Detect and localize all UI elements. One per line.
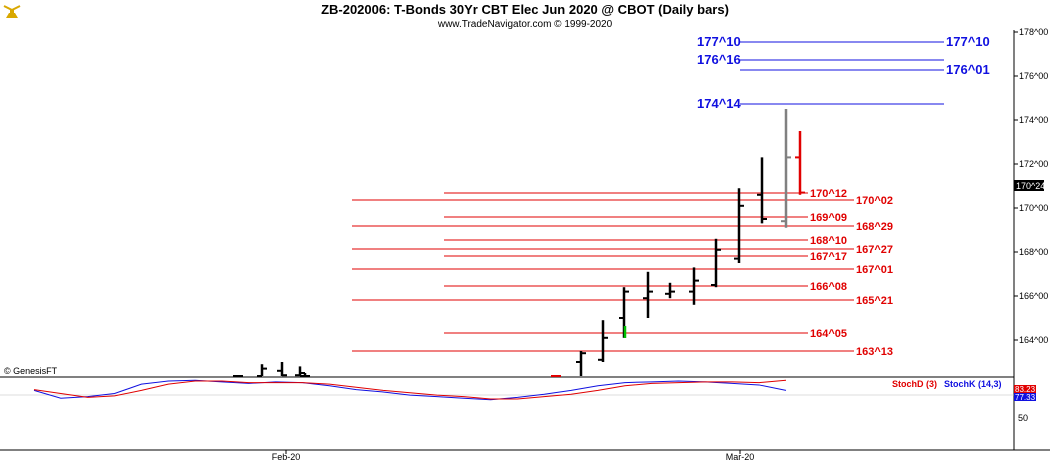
date-tick-label: Feb-20 xyxy=(272,452,301,462)
stochk-label: StochK (14,3) xyxy=(944,379,1002,389)
price-level-label: 163^13 xyxy=(856,346,893,358)
price-level-label: 167^17 xyxy=(810,251,847,263)
price-level-label: 166^08 xyxy=(810,281,847,293)
stochk-value-badge xyxy=(1014,393,1036,401)
date-tick-label: Mar-20 xyxy=(726,452,755,462)
stochd-line xyxy=(33,379,787,400)
price-level-label: 177^10 xyxy=(946,34,990,49)
price-level-label: 167^27 xyxy=(856,244,893,256)
price-tick-label: 178^00 xyxy=(1019,27,1048,37)
stochd-value-badge xyxy=(1014,385,1036,393)
price-level-label: 174^14 xyxy=(697,96,742,111)
genesis-watermark: © GenesisFT xyxy=(4,366,58,376)
indicator-tick-50: 50 xyxy=(1018,413,1028,423)
price-tick-label: 166^00 xyxy=(1019,291,1048,301)
price-level-label: 168^10 xyxy=(810,235,847,247)
last-price-value: 170^24 xyxy=(1016,181,1045,191)
price-level-label: 170^02 xyxy=(856,195,893,207)
price-tick-label: 170^00 xyxy=(1019,203,1048,213)
price-tick-label: 174^00 xyxy=(1019,115,1048,125)
stochk-line xyxy=(33,379,787,401)
chart-subtitle: www.TradeNavigator.com © 1999-2020 xyxy=(437,19,613,30)
price-level-label: 177^10 xyxy=(697,34,741,49)
price-level-label: 169^09 xyxy=(810,212,847,224)
price-level-label: 167^01 xyxy=(856,264,893,276)
chart-title: ZB-202006: T-Bonds 30Yr CBT Elec Jun 202… xyxy=(321,2,729,17)
price-tick-label: 172^00 xyxy=(1019,159,1048,169)
price-level-label: 170^12 xyxy=(810,188,847,200)
stochd-label: StochD (3) xyxy=(892,379,937,389)
stochk-value: 77.33 xyxy=(1015,393,1036,402)
price-level-label: 165^21 xyxy=(856,295,893,307)
stochd-value: 83.23 xyxy=(1015,385,1036,394)
price-level-label: 176^16 xyxy=(697,52,741,67)
price-tick-label: 164^00 xyxy=(1019,335,1048,345)
price-level-label: 176^01 xyxy=(946,62,990,77)
genie-lamp-icon xyxy=(3,5,21,18)
price-level-label: 164^05 xyxy=(810,328,847,340)
price-tick-label: 168^00 xyxy=(1019,247,1048,257)
price-level-label: 168^29 xyxy=(856,221,893,233)
price-tick-label: 176^00 xyxy=(1019,71,1048,81)
last-price-badge xyxy=(1014,180,1044,191)
